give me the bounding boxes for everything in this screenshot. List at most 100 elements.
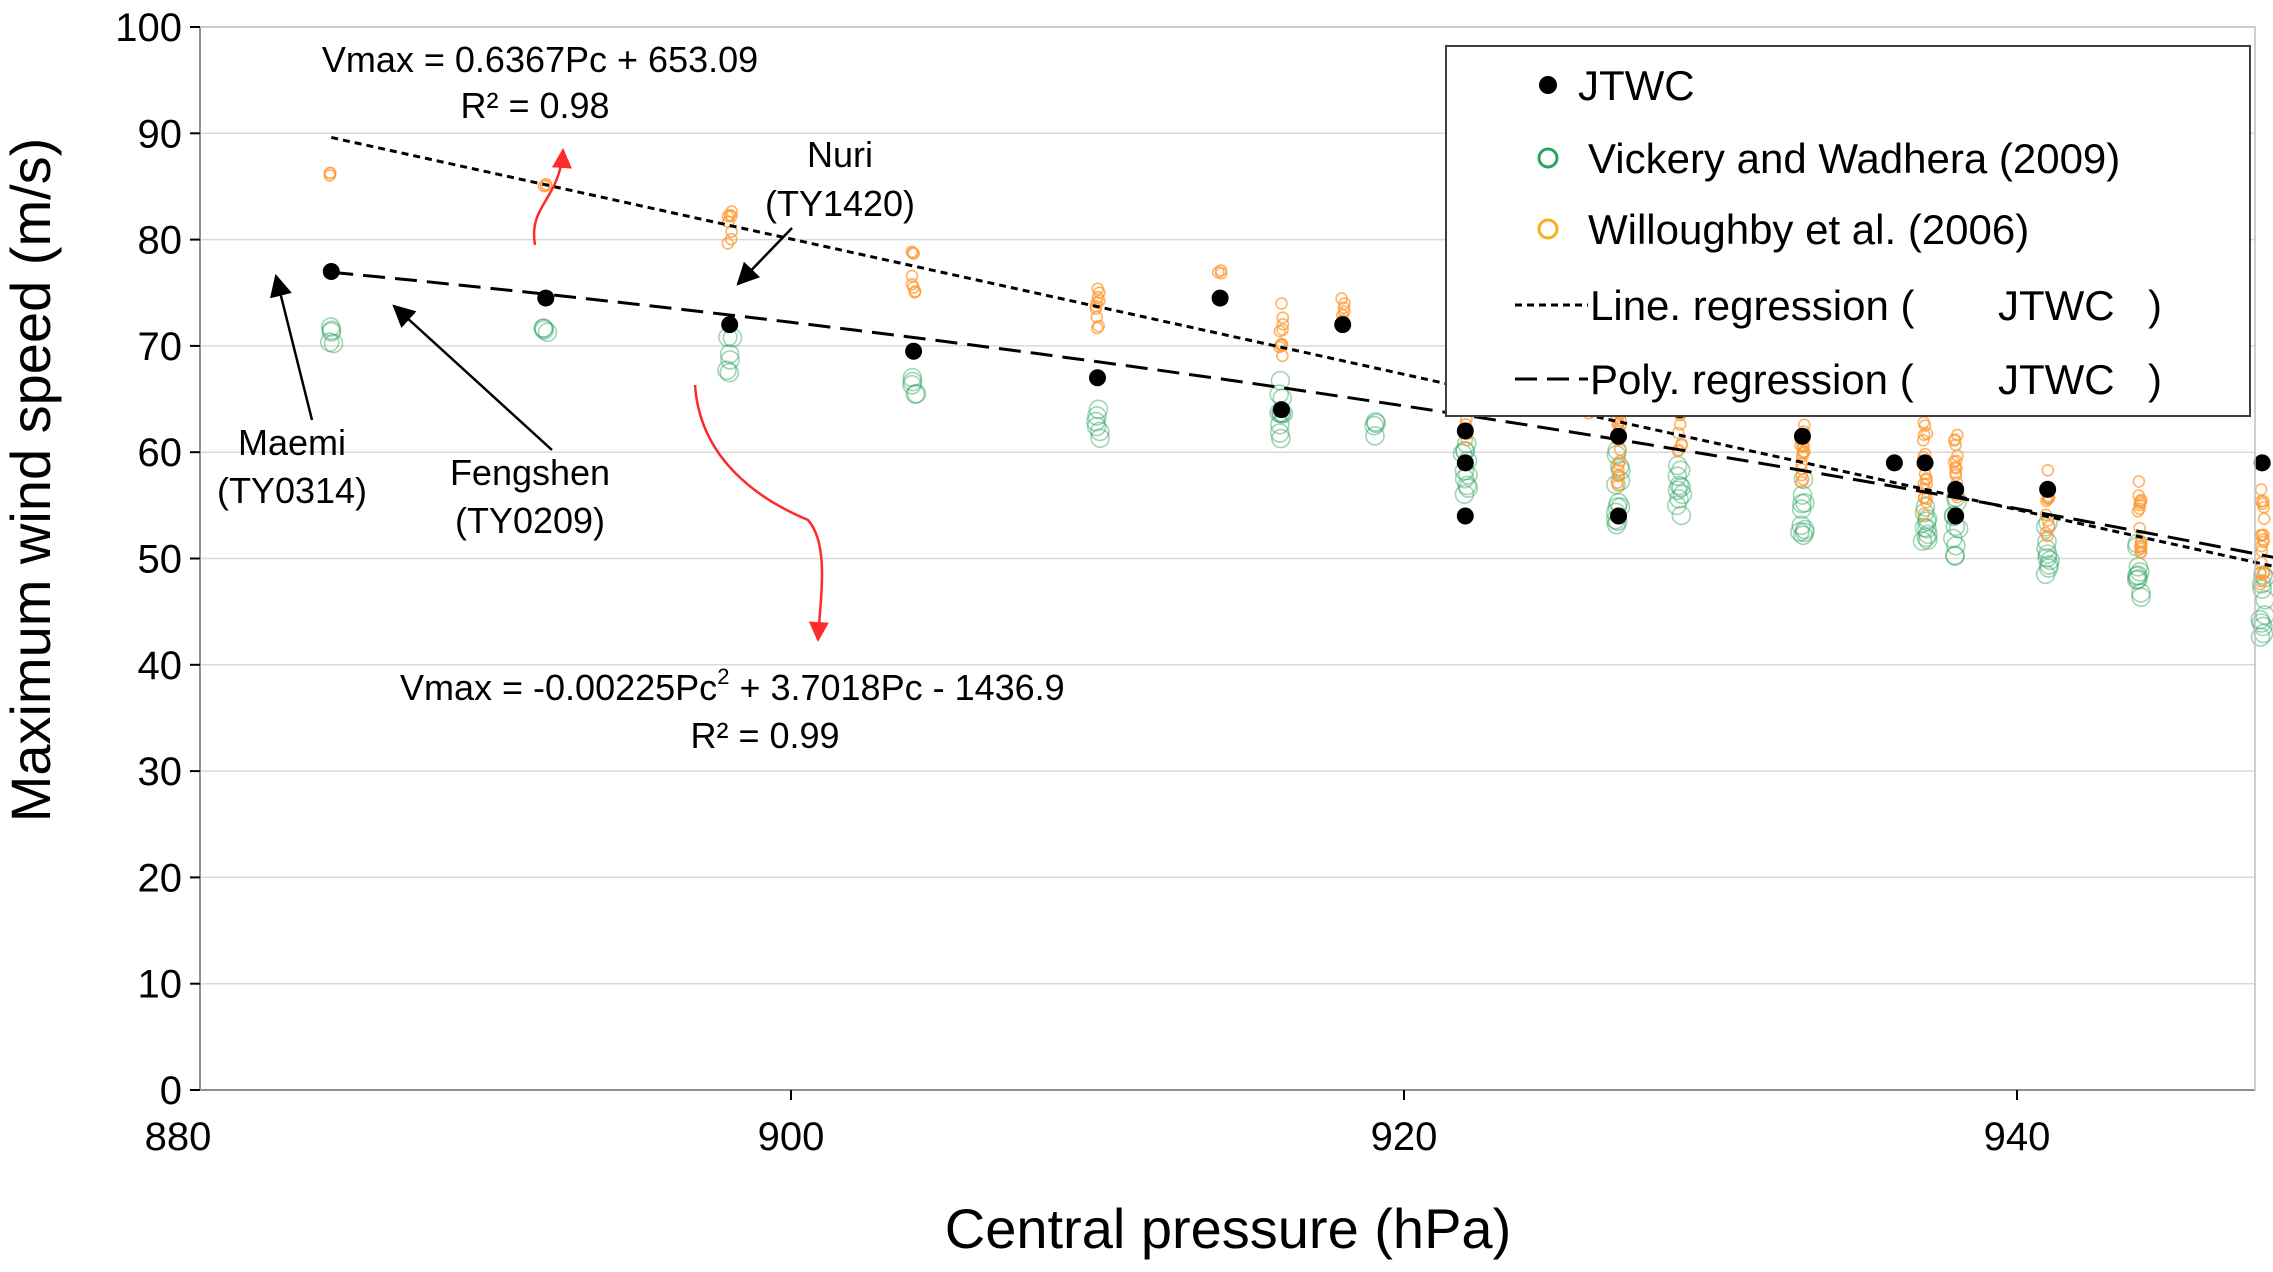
vickery-point (1364, 415, 1384, 436)
jtwc-point (1456, 454, 1474, 472)
x-tick-label-920: 920 (1371, 1115, 1438, 1159)
willoughby-point (323, 169, 337, 182)
willoughby-point (1949, 461, 1963, 475)
vickery-point (2128, 569, 2148, 589)
willoughby-point (1214, 264, 1228, 277)
vickery-point (719, 362, 740, 383)
jtwc-point (1916, 454, 1934, 472)
vickery-point (320, 317, 341, 337)
jtwc-point (1211, 289, 1229, 307)
vickery-point (902, 367, 923, 388)
vickery-point (1669, 489, 1689, 509)
vickery-point (1916, 511, 1937, 532)
vickery-point (1458, 478, 1479, 498)
legend-willoughby-label: Willoughby et al. (2006) (1588, 206, 2029, 253)
nuri-id-label: (TY1420) (765, 183, 915, 224)
willoughby-point (1276, 311, 1290, 325)
vickery-point (2037, 544, 2058, 564)
vickery-point (717, 360, 737, 381)
vickery-point (1916, 527, 1937, 548)
y-tick-label-100: 100 (115, 6, 182, 50)
vickery-point (2130, 562, 2150, 582)
vickery-point (2128, 565, 2148, 585)
y-axis-title: Maximum wind speed (m/s) (0, 138, 62, 823)
legend: JTWC Vickery and Wadhera (2009) Willough… (1445, 45, 2251, 417)
vickery-point (1090, 428, 1110, 448)
willoughby-point (1276, 318, 1290, 331)
willoughby-point (1795, 475, 1808, 489)
willoughby-point (1211, 265, 1225, 279)
willoughby-point (1916, 434, 1930, 447)
fengshen-arrow (392, 304, 553, 451)
willoughby-point (1949, 468, 1963, 482)
willoughby-point (2134, 534, 2148, 548)
willoughby-point (907, 247, 920, 260)
poly-regression-line (331, 270, 2273, 559)
vickery-point (2036, 539, 2056, 559)
vickery-point (1918, 530, 1938, 550)
willoughby-point (1613, 454, 1627, 468)
y-tick-label-80: 80 (138, 219, 183, 263)
willoughby-point (1090, 310, 1104, 324)
vickery-point (1671, 505, 1692, 526)
vickery-point (533, 318, 554, 338)
vickery-point (2126, 570, 2147, 590)
willoughby-point (905, 245, 919, 259)
vickery-point (1946, 535, 1966, 556)
willoughby-point (1917, 428, 1931, 442)
vickery-point (1669, 475, 1690, 496)
legend-box (1445, 45, 2251, 417)
vickery-point (2251, 574, 2272, 594)
linear-regression-red-arrow (532, 148, 572, 246)
vickery-point (2251, 613, 2272, 633)
willoughby-point (1917, 507, 1931, 521)
vickery-point (902, 375, 922, 395)
x-axis-title: Central pressure (hPa) (945, 1197, 1511, 1260)
vickery-point (2037, 548, 2057, 568)
willoughby-point (1610, 476, 1624, 489)
poly-r2-label: R² = 0.99 (690, 715, 839, 756)
vickery-point (2131, 583, 2151, 603)
vickery-point (1086, 411, 1106, 432)
willoughby-point (2257, 535, 2270, 549)
willoughby-point (724, 232, 738, 246)
vickery-point (2253, 616, 2273, 637)
vickery-point (2037, 531, 2057, 552)
willoughby-point (1920, 472, 1933, 485)
vickery-point (1915, 497, 1936, 517)
y-tick-label-0: 0 (160, 1069, 182, 1113)
y-tick-label-60: 60 (138, 431, 183, 475)
vickery-point (1945, 545, 1965, 566)
jtwc-point (905, 342, 923, 360)
willoughby-point (2132, 489, 2145, 502)
vickery-point (1791, 515, 1812, 536)
vickery-point (2131, 587, 2151, 607)
legend-willoughby-marker (1537, 218, 1559, 240)
vickery-point (1943, 528, 1963, 549)
vickery-point (2040, 550, 2060, 571)
vickery-point (1672, 484, 1693, 505)
jtwc-point (322, 262, 340, 280)
willoughby-point (1612, 468, 1626, 482)
jtwc-point (1885, 454, 1903, 472)
vickery-point (1792, 493, 1812, 514)
willoughby-point (2132, 475, 2146, 488)
poly-equation-part-b: + 3.7018Pc - 1436.9 (729, 667, 1064, 708)
vickery-point (902, 371, 923, 392)
fengshen-id-label: (TY0209) (455, 500, 605, 541)
legend-linear-close: ) (2148, 282, 2162, 329)
vickery-point (2035, 564, 2056, 585)
willoughby-point (1091, 290, 1105, 304)
vickery-point (1087, 406, 1107, 426)
vickery-point (1795, 493, 1815, 513)
vickery-point (1671, 477, 1692, 497)
jtwc-point (1947, 480, 1965, 498)
vickery-point (533, 318, 554, 339)
vickery-point (1945, 546, 1965, 567)
poly-regression-red-arrow (693, 384, 829, 642)
willoughby-point (1275, 297, 1288, 310)
vickery-point (720, 350, 740, 370)
vickery-point (321, 321, 342, 342)
vickery-point (1269, 423, 1290, 443)
vickery-point (1667, 495, 1687, 516)
